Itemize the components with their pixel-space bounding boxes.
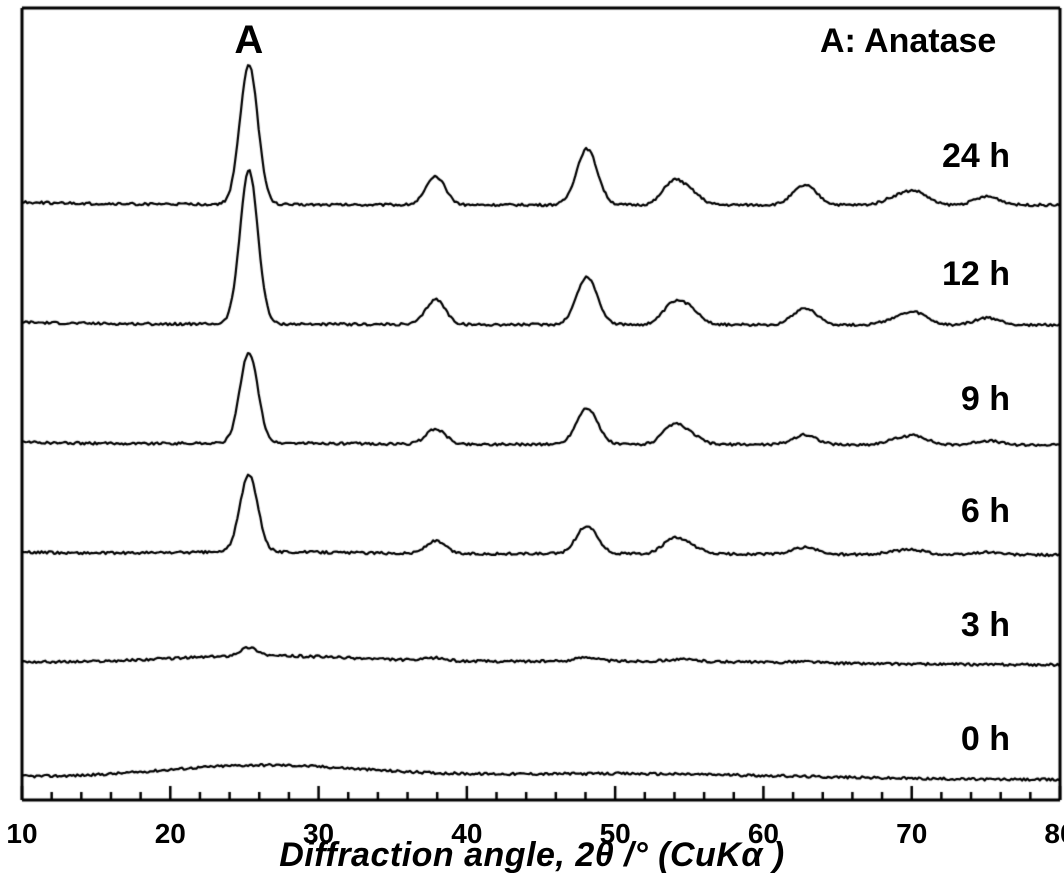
figure-container: A A: Anatase 1020304050607080 0 h3 h6 h9… (0, 0, 1064, 885)
series-label: 3 h (870, 606, 1010, 645)
peak-marker-A: A (234, 18, 263, 63)
x-axis-label: Diffraction angle, 2θ /° (CuKα ) (0, 836, 1064, 875)
series-label: 0 h (870, 720, 1010, 759)
series-label: 9 h (870, 380, 1010, 419)
series-label: 6 h (870, 492, 1010, 531)
legend-anatase: A: Anatase (820, 22, 996, 61)
series-label: 24 h (870, 137, 1010, 176)
series-label: 12 h (870, 255, 1010, 294)
